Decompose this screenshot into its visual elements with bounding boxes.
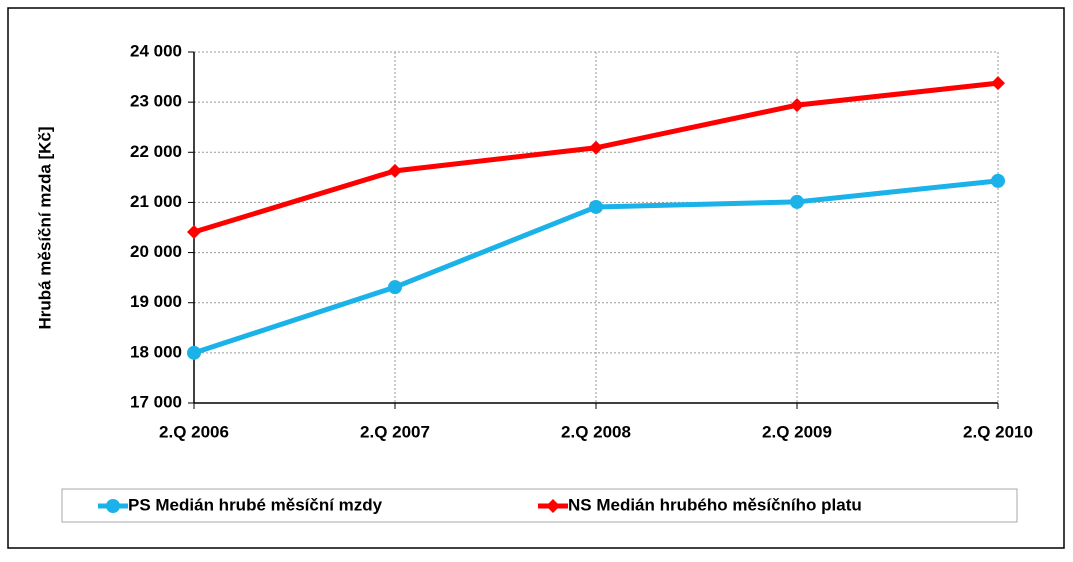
marker	[991, 173, 1005, 188]
x-tick-label: 2.Q 2009	[762, 422, 832, 441]
legend-label: PS Medián hrubé měsíční mzdy	[128, 495, 383, 514]
y-tick-label: 22 000	[130, 142, 182, 161]
x-tick-label: 2.Q 2008	[561, 422, 631, 441]
marker	[790, 194, 804, 209]
y-tick-label: 17 000	[130, 392, 182, 411]
marker	[106, 499, 120, 513]
marker	[187, 345, 201, 360]
marker	[991, 76, 1005, 91]
marker	[589, 199, 603, 214]
y-tick-label: 19 000	[130, 292, 182, 311]
y-tick-label: 21 000	[130, 192, 182, 211]
marker	[388, 163, 402, 178]
y-tick-label: 24 000	[130, 41, 182, 60]
y-axis-label: Hrubá měsíční mzda [Kč]	[35, 126, 54, 329]
marker	[388, 280, 402, 295]
marker	[589, 140, 603, 155]
x-tick-label: 2.Q 2007	[360, 422, 430, 441]
x-tick-label: 2.Q 2006	[159, 422, 229, 441]
y-tick-label: 20 000	[130, 242, 182, 261]
marker	[790, 98, 804, 113]
legend-label: NS Medián hrubého měsíčního platu	[568, 495, 862, 514]
x-tick-label: 2.Q 2010	[963, 422, 1033, 441]
marker	[546, 499, 560, 513]
y-tick-label: 23 000	[130, 92, 182, 111]
marker	[187, 225, 201, 240]
chart-frame	[7, 7, 1065, 549]
y-tick-label: 18 000	[130, 342, 182, 361]
